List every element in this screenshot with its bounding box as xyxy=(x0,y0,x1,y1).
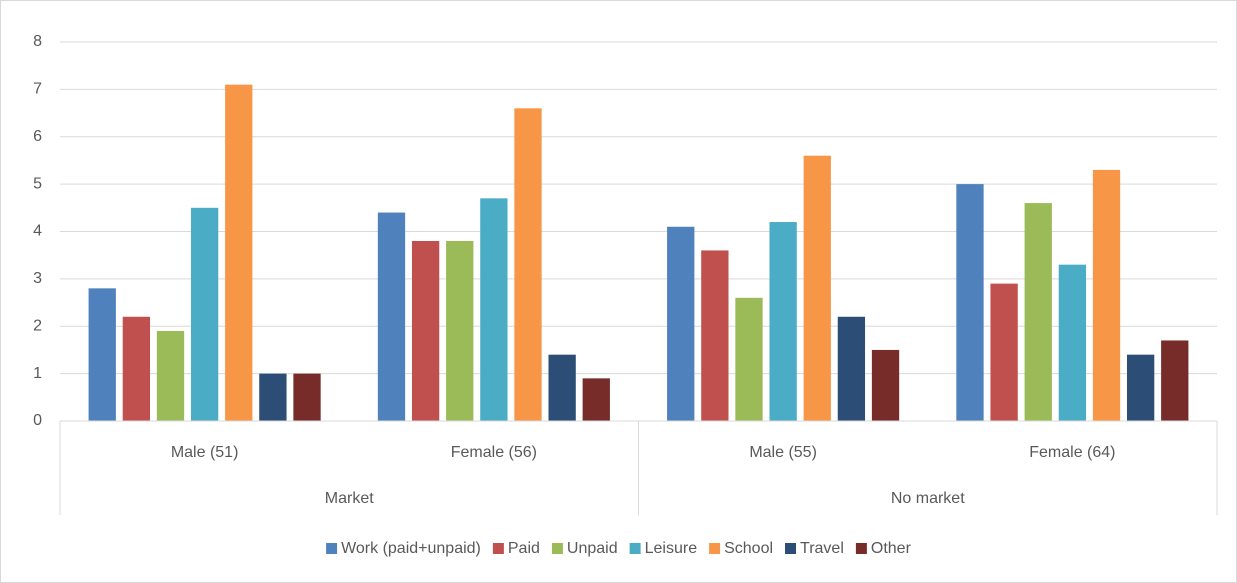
x-tick-label: Male (51) xyxy=(171,444,239,461)
bar xyxy=(225,84,253,421)
bar xyxy=(1058,264,1087,421)
legend-label: Leisure xyxy=(645,540,698,557)
bar xyxy=(88,288,116,421)
bar xyxy=(837,316,866,421)
bar xyxy=(769,222,797,421)
bar xyxy=(582,378,610,421)
bar xyxy=(1092,169,1121,421)
legend-swatch xyxy=(629,543,641,554)
bar xyxy=(293,373,321,421)
group-label: No market xyxy=(891,490,965,507)
bar xyxy=(446,240,474,421)
y-tick-label: 1 xyxy=(33,365,42,382)
bar xyxy=(548,354,576,421)
bar xyxy=(480,198,508,421)
y-tick-label: 5 xyxy=(33,175,42,192)
y-tick-label: 0 xyxy=(33,412,42,429)
bar xyxy=(190,207,219,421)
bar xyxy=(803,155,831,421)
legend-label: School xyxy=(724,540,773,557)
legend-swatch xyxy=(551,543,563,554)
bar xyxy=(377,212,406,421)
legend-label: Paid xyxy=(508,540,540,557)
legend-label: Unpaid xyxy=(567,540,618,557)
bar xyxy=(411,240,440,421)
legend-label: Other xyxy=(871,540,912,557)
x-tick-label: Female (64) xyxy=(1029,444,1115,461)
legend-swatch xyxy=(785,543,797,554)
bar xyxy=(514,108,542,421)
bar xyxy=(1126,354,1155,421)
y-tick-label: 7 xyxy=(33,81,42,98)
legend-swatch xyxy=(855,543,867,554)
bar xyxy=(871,349,900,421)
x-tick-label: Female (56) xyxy=(451,444,537,461)
bar xyxy=(122,316,151,421)
bar xyxy=(1161,340,1189,421)
bar xyxy=(701,250,729,421)
bar xyxy=(956,184,984,421)
group-label: Market xyxy=(325,490,374,507)
legend-swatch xyxy=(326,543,338,554)
bar xyxy=(156,330,185,421)
y-tick-label: 8 xyxy=(33,33,42,50)
bar xyxy=(1024,203,1052,421)
bar xyxy=(667,226,695,421)
bar xyxy=(990,283,1018,421)
bar xyxy=(259,373,287,421)
legend-swatch xyxy=(709,543,721,554)
legend-label: Travel xyxy=(800,540,844,557)
y-tick-label: 4 xyxy=(33,223,42,240)
bar xyxy=(735,297,763,421)
legend-label: Work (paid+unpaid) xyxy=(341,540,481,557)
y-tick-label: 3 xyxy=(33,270,42,287)
y-tick-label: 2 xyxy=(33,317,42,334)
legend-swatch xyxy=(492,543,504,554)
x-tick-label: Male (55) xyxy=(749,444,817,461)
y-tick-label: 6 xyxy=(33,128,42,145)
